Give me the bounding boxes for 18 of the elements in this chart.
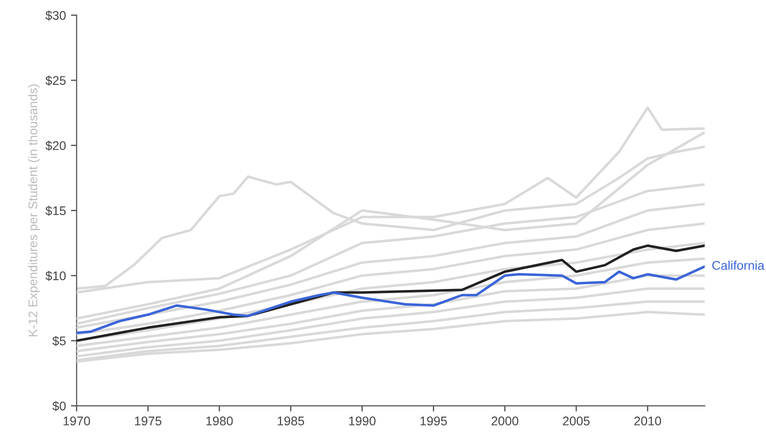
series-label: California xyxy=(712,260,764,270)
y-tick-label: $5 xyxy=(52,336,66,346)
x-tick-label: 2010 xyxy=(634,416,662,426)
x-tick-label: 2005 xyxy=(562,416,590,426)
y-tick-label: $25 xyxy=(45,76,66,86)
y-tick-label: $30 xyxy=(45,10,66,21)
y-tick-label: $0 xyxy=(52,401,66,412)
y-tick-label: $20 xyxy=(45,140,66,151)
x-tick-label: 1995 xyxy=(420,416,447,426)
y-axis-title: K-12 Expenditures per Student (in thousands) xyxy=(28,84,40,336)
x-tick-label: 1970 xyxy=(64,416,90,426)
x-tick-label: 1985 xyxy=(278,416,304,426)
x-tick-label: 1980 xyxy=(206,416,233,426)
x-tick-label: 1975 xyxy=(135,416,162,426)
y-tick-label: $10 xyxy=(45,270,66,281)
x-tick-label: 1990 xyxy=(349,416,376,426)
x-tick-label: 2000 xyxy=(492,416,518,426)
y-tick-label: $15 xyxy=(45,206,66,216)
